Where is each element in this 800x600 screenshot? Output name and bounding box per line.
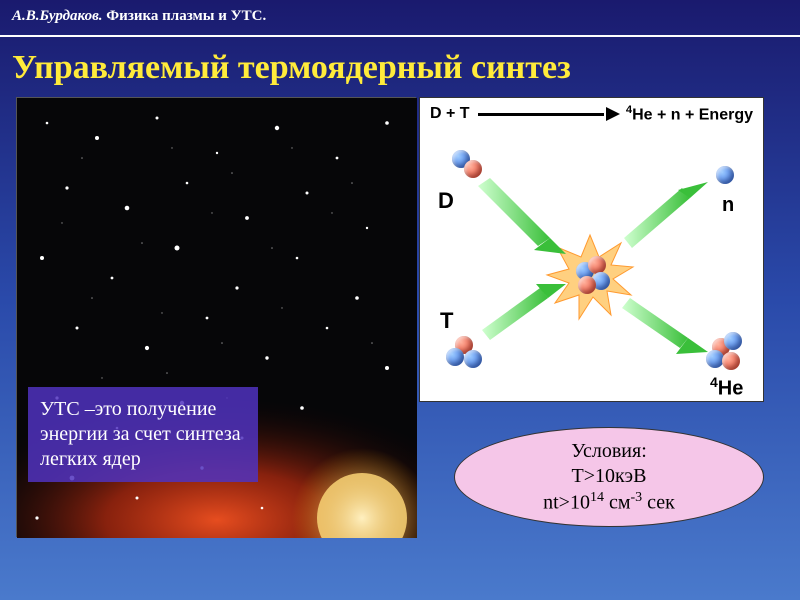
slide-title: Управляемый термоядерный синтез	[0, 43, 800, 97]
eq-rhs: 4He + n + Energy	[626, 104, 753, 124]
header-divider	[0, 35, 800, 37]
cond2-unit-exp: -3	[631, 490, 643, 505]
reaction-equation: D + T 4He + n + Energy	[430, 104, 753, 124]
cond2-prefix: nt>10	[543, 491, 590, 513]
conditions-line2: nt>1014 см-3 сек	[543, 489, 675, 516]
eq-arrow-head	[606, 107, 620, 121]
definition-text: УТС –это получение энергии за счет синте…	[40, 398, 241, 470]
slide-header: А.В.Бурдаков. Физика плазмы и УТС.	[0, 0, 800, 33]
particle-neutron	[464, 350, 482, 368]
particle-proton	[722, 352, 740, 370]
eq-lhs: D + T	[430, 105, 470, 123]
definition-box: УТС –это получение энергии за счет синте…	[28, 387, 258, 482]
particle-proton	[464, 160, 482, 178]
conditions-label: Условия:	[571, 439, 647, 464]
particle-neutron	[446, 348, 464, 366]
particle-proton	[588, 256, 606, 274]
particle-neutron	[724, 332, 742, 350]
conditions-line1: T>10кэВ	[572, 464, 647, 489]
cond1-unit: кэВ	[615, 465, 646, 487]
cond2-unit-b: сек	[642, 491, 675, 513]
author-name: А.В.Бурдаков.	[12, 8, 103, 24]
eq-rhs-rest: He + n + Energy	[632, 106, 753, 123]
label-d: D	[438, 188, 454, 214]
cond2-exp: 14	[590, 490, 604, 505]
course-name: Физика плазмы и УТС.	[106, 8, 266, 24]
reaction-diagram: D + T 4He + n + Energy D T	[419, 97, 764, 402]
label-he: 4He	[710, 374, 743, 401]
label-he-sup: 4	[710, 374, 718, 390]
cond1-prefix: T>10	[572, 465, 616, 487]
conditions-oval: Условия: T>10кэВ nt>1014 см-3 сек	[454, 427, 764, 527]
particle-neutron	[716, 166, 734, 184]
particle-proton	[578, 276, 596, 294]
cond2-unit-a: см	[604, 491, 631, 513]
eq-arrow-shaft	[478, 113, 604, 116]
label-t: T	[440, 308, 453, 334]
label-he-text: He	[718, 378, 744, 400]
content-area: УТС –это получение энергии за счет синте…	[16, 97, 784, 557]
label-n: n	[722, 194, 734, 217]
